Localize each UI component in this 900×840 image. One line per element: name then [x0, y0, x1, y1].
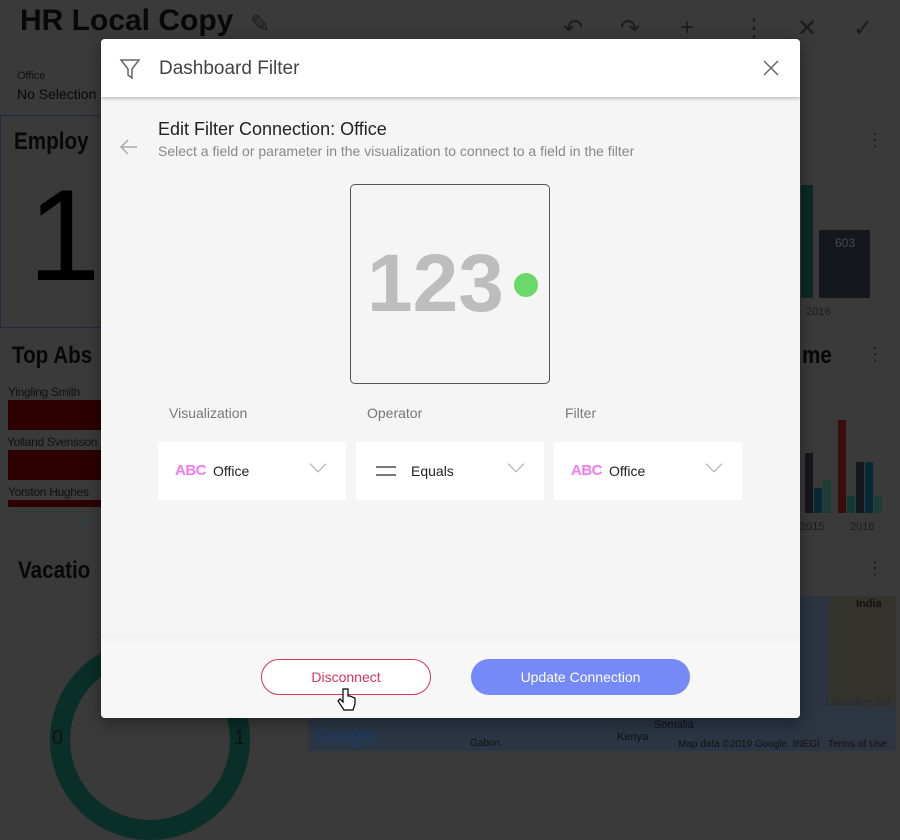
- map-label: Gabon: [470, 738, 501, 749]
- visualization-label: Visualization: [169, 405, 248, 421]
- axis-tick: 2015: [800, 521, 825, 533]
- visualization-field-select[interactable]: ABC Office: [158, 442, 346, 500]
- filter-label: Filter: [565, 405, 597, 421]
- text-type-icon: ABC: [571, 462, 603, 479]
- widget-menu-icon[interactable]: ⋮: [866, 558, 884, 578]
- bar[interactable]: [847, 496, 855, 513]
- bar[interactable]: [838, 420, 846, 513]
- bar[interactable]: [8, 450, 101, 480]
- text-type-icon: ABC: [175, 462, 207, 479]
- widget-title: Top Abs: [12, 342, 93, 369]
- equals-icon: [376, 466, 396, 476]
- map-attribution: Map data ©2019 Google, INEGI: [678, 739, 820, 750]
- google-logo: Google: [315, 726, 377, 747]
- employee-widget[interactable]: [0, 115, 101, 328]
- gauge-min: 0: [52, 727, 64, 749]
- more-icon[interactable]: ⋮: [742, 15, 766, 42]
- bar[interactable]: [8, 500, 101, 507]
- dialog-header: Dashboard Filter: [101, 39, 800, 97]
- bar[interactable]: [805, 453, 813, 513]
- select-value: Office: [609, 463, 646, 479]
- dialog-subtitle: Edit Filter Connection: Office: [158, 119, 387, 139]
- dialog-title: Dashboard Filter: [159, 58, 300, 79]
- bar[interactable]: [8, 400, 101, 430]
- map-label: Laccadive Sea: [826, 697, 892, 708]
- axis-tick: 2016: [850, 521, 875, 533]
- axis-tick: 2016: [806, 306, 831, 318]
- select-value: Office: [213, 463, 250, 479]
- save-check-icon[interactable]: ✓: [853, 15, 874, 42]
- gauge-max: 1: [234, 727, 246, 749]
- close-dashboard-icon[interactable]: ✕: [797, 15, 818, 42]
- map-label: Kenya: [617, 731, 649, 743]
- bar[interactable]: [801, 185, 813, 298]
- undo-icon[interactable]: ↶: [563, 15, 584, 42]
- widget-title: Employ: [14, 128, 89, 155]
- connection-indicator[interactable]: [514, 273, 538, 297]
- dialog-description: Select a field or parameter in the visua…: [158, 143, 635, 159]
- bar[interactable]: [819, 230, 870, 298]
- filter-field-select[interactable]: ABC Office: [554, 442, 742, 500]
- widget-menu-icon[interactable]: ⋮: [866, 130, 884, 150]
- chevron-down-icon: [705, 455, 723, 473]
- dashboard-title: HR Local Copy: [20, 4, 234, 37]
- update-connection-button[interactable]: Update Connection: [471, 659, 690, 695]
- widget-menu-icon[interactable]: ⋮: [866, 344, 884, 364]
- bar[interactable]: [865, 462, 873, 513]
- filter-icon: [119, 59, 141, 80]
- map-land: [830, 596, 896, 706]
- hand-cursor-icon: [337, 688, 356, 711]
- redo-icon[interactable]: ↷: [620, 15, 641, 42]
- close-icon[interactable]: [763, 60, 779, 76]
- widget-title: Vacatio: [18, 557, 91, 584]
- filter-value[interactable]: No Selection: [17, 86, 97, 102]
- operator-label: Operator: [367, 405, 423, 421]
- bar[interactable]: [874, 496, 882, 513]
- back-arrow-icon[interactable]: [119, 137, 139, 157]
- chevron-down-icon: [507, 455, 525, 473]
- dialog-footer: [101, 634, 800, 718]
- select-value: Equals: [411, 463, 454, 479]
- bar[interactable]: [856, 462, 864, 513]
- operator-select[interactable]: Equals: [356, 442, 544, 500]
- bar[interactable]: [823, 480, 831, 513]
- widget-title: me: [802, 342, 832, 369]
- row-label: Yolland Svensson: [7, 435, 98, 449]
- map[interactable]: [308, 718, 896, 751]
- map-label: Somalia: [654, 719, 694, 731]
- edit-title-icon[interactable]: ✎: [250, 11, 271, 38]
- data-label: 603: [835, 236, 856, 250]
- row-label: Yingling Smith: [8, 385, 81, 399]
- map-label: India: [856, 598, 882, 610]
- bar[interactable]: [814, 488, 822, 513]
- row-label: Yorston Hughes: [8, 485, 89, 499]
- add-icon[interactable]: +: [680, 14, 695, 41]
- dashboard-filter-dialog: Dashboard Filter Edit Filter Connection:…: [101, 39, 800, 718]
- preview-number: 123: [367, 238, 504, 329]
- filter-label: Office: [17, 70, 46, 82]
- chevron-down-icon: [309, 455, 327, 473]
- axis-tick: 2: [81, 515, 88, 529]
- kpi-value: 1: [28, 162, 101, 308]
- terms-link[interactable]: Terms of Use: [828, 739, 887, 750]
- visualization-preview[interactable]: 123: [350, 184, 550, 384]
